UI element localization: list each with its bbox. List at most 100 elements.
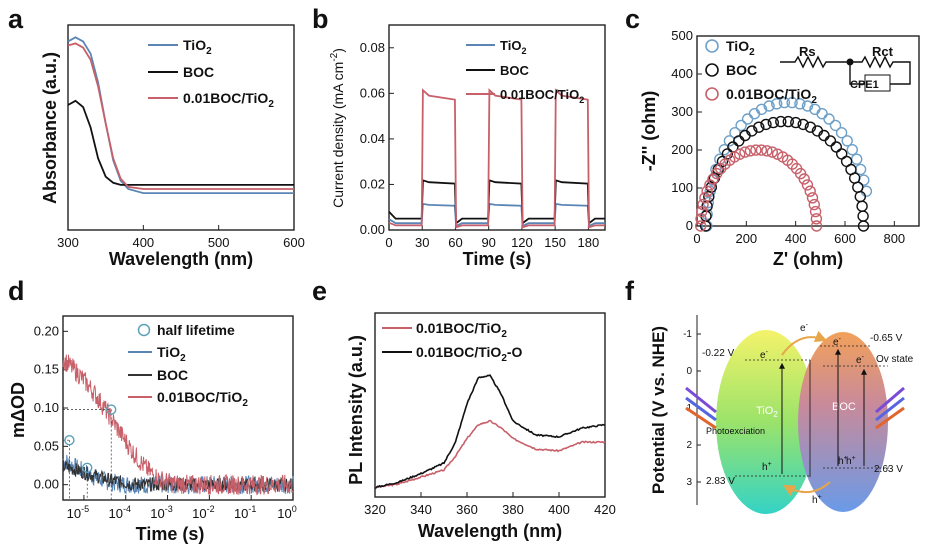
nyquist-point [852,181,864,193]
x-tick-label-a: 300 [57,235,79,250]
x-tick-label-a: 400 [132,235,154,250]
nyquist-point [804,185,816,197]
nyquist-point [704,179,716,191]
panel-f: f Potential (V vs. NHE) -10123 TiO2 BOC … [625,276,914,514]
panel-label-e: e [312,276,327,306]
ticks-d: 10-5 10-4 10-3 10-2 10-1 100 0.00 0.05 0.10 0.15 0… [34,323,297,521]
legend-text-comp-e: 0.01BOC/TiO2 [416,320,507,340]
y-tick-label-c: 200 [671,142,693,157]
nyquist-point [797,118,809,131]
nyquist-point [761,145,773,157]
plot-frame-e [374,312,606,498]
y-tick-label-d: 0.00 [34,477,59,492]
panel-b: b 0 30 60 90 120 150 180 0.00 0.02 0.04 0.06 0.08 T… [312,4,606,269]
panel-label-c: c [625,4,640,34]
legend-e: 0.01BOC/TiO2 0.01BOC/TiO2-O [382,320,523,364]
y-tick-label-b: 0.08 [360,40,385,55]
y-tick-label-b: 0.00 [360,222,385,237]
legend-text-tio2-a: TiO2 [183,37,212,57]
x-tick-label-b: 180 [578,235,600,250]
x-tick-label-e: 420 [594,502,616,517]
nyquist-point [760,118,772,131]
x-tick-label-a: 600 [283,235,305,250]
x-tick-label-e: 360 [456,502,478,517]
nyquist-point [755,144,768,156]
nyquist-point [750,144,762,156]
legend-text-comp-b: 0.01BOC/TiO2 [500,87,584,105]
nyquist-point [856,200,868,212]
nyquist-point [790,116,802,129]
legend-b: TiO2 BOC 0.01BOC/TiO2 [466,38,584,105]
nyquist-point [699,192,711,204]
panel-label-a: a [8,4,24,34]
legend-text-comp-a: 0.01BOC/TiO2 [183,90,274,110]
series-b [388,88,605,229]
x-tick-label-d: 10-5 [67,504,89,521]
half-lifetime-marker [82,462,93,473]
x-tick-label-d: 10-1 [234,504,256,521]
plot-frame-c [696,35,920,227]
x-axis-label-d: Time (s) [136,524,205,544]
y-tick-label-c: 100 [671,180,693,195]
decay-trace [62,354,294,496]
y-tick-label-d: 0.10 [34,400,59,415]
legend-marker-tio2-c [705,39,719,53]
nyquist-point [763,100,775,112]
circuit-rct-resistor [849,55,911,85]
x-tick-label-b: 150 [544,235,566,250]
y-axis-label-a: Absorbance (a.u.) [40,52,60,204]
x-tick-label-b: 0 [385,235,392,250]
nyquist-point [801,179,814,191]
x-tick-label-d: 10-3 [150,504,172,521]
nyquist-point [806,192,819,204]
legend-text-boc-b: BOC [500,63,530,78]
nyquist-point [830,141,842,153]
y-tick-label-d: 0.15 [34,362,59,377]
nyquist-point [854,163,867,176]
x-tick-label-d: 10-2 [192,504,214,521]
potential-tick-label: 3 [686,477,692,488]
nyquist-point [734,148,746,160]
legend-text-tio2-b: TiO2 [500,38,526,56]
legend-text-half-d: half lifetime [157,322,235,338]
hole-transfer-arrow [782,481,831,496]
ticks-e: 320 340 360 380 400 420 [364,492,616,517]
x-tick-label-c: 0 [693,231,700,246]
legend-text-tio2-c: TiO2 [726,38,755,58]
hole-tio2: h+ [762,461,772,473]
nyquist-point [697,198,709,211]
plot-frame-b [388,24,606,231]
panel-a: a 300 400 500 600 Wavelength (nm) Absorbanc… [8,4,305,269]
legend-marker-comp-c [705,87,719,101]
x-axis-label-b: Time (s) [463,249,532,269]
legend-c: TiO2 BOC 0.01BOC/TiO2 [705,38,817,106]
nyquist-point [767,116,779,129]
potential-tick-label: 2 [686,440,692,451]
tio2-band [716,330,816,514]
panel-label-d: d [8,276,25,306]
nyquist-point [854,190,866,203]
tio2-cb-value: -0.22 V [702,348,735,359]
nyquist-point [741,113,754,125]
nyquist-point [755,103,768,116]
legend-text-compo-e: 0.01BOC/TiO2-O [416,344,523,364]
x-tick-label-c: 800 [883,231,905,246]
x-tick-label-e: 400 [548,502,570,517]
y-axis-label-c: -Z'' (ohm) [639,91,659,172]
x-axis-label-c: Z' (ohm) [773,249,843,269]
nyquist-point [786,96,798,109]
series-d [62,354,294,500]
pl-spectrum [375,419,606,489]
nyquist-point [809,205,822,218]
x-tick-label-e: 340 [410,502,432,517]
nyquist-point [696,205,708,218]
panel-c: c 0 200 400 600 800 0 100 200 300 400 500 Z' (ohm)… [625,4,920,269]
x-tick-label-b: 60 [448,235,462,250]
panel-d: d 10-5 10-4 10-3 10-2 10-1 100 0.00 0.05 0.10 0.1… [8,276,297,544]
panel-label-b: b [312,4,329,34]
x-tick-label-c: 200 [735,231,757,246]
x-tick-label-e: 380 [502,502,524,517]
nyquist-point [836,148,848,160]
x-tick-label-a: 500 [208,235,230,250]
